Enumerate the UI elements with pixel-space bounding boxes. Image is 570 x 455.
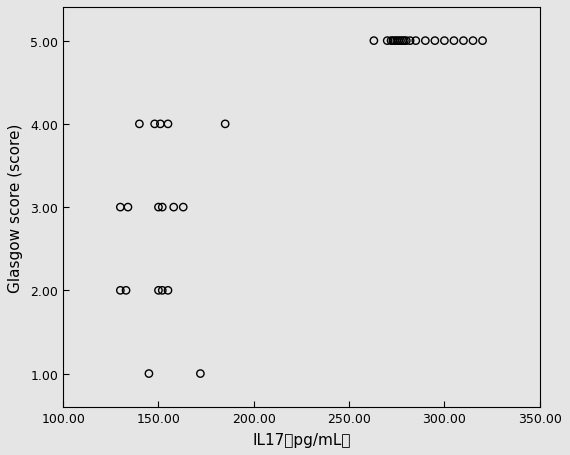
Point [158,287,167,294]
Point [392,38,401,45]
Point [430,38,439,45]
Point [116,287,125,294]
Point [196,370,205,377]
Point [388,38,397,45]
Point [440,38,449,45]
Point [478,38,487,45]
Point [402,38,411,45]
Point [144,370,153,377]
Point [421,38,430,45]
Point [398,38,407,45]
Point [369,38,378,45]
Point [164,121,173,128]
Point [400,38,409,45]
Point [412,38,421,45]
Point [396,38,405,45]
Point [150,121,159,128]
Point [459,38,468,45]
Point [135,121,144,128]
Point [164,287,173,294]
Point [169,204,178,211]
Y-axis label: Glasgow score (score): Glasgow score (score) [9,123,23,292]
Point [449,38,458,45]
Point [123,204,132,211]
X-axis label: IL17（pg/mL）: IL17（pg/mL） [252,432,351,447]
Point [154,287,163,294]
Point [221,121,230,128]
Point [158,204,167,211]
Point [178,204,188,211]
Point [121,287,131,294]
Point [386,38,396,45]
Point [394,38,403,45]
Point [116,204,125,211]
Point [154,204,163,211]
Point [405,38,414,45]
Point [382,38,392,45]
Point [469,38,478,45]
Point [390,38,400,45]
Point [156,121,165,128]
